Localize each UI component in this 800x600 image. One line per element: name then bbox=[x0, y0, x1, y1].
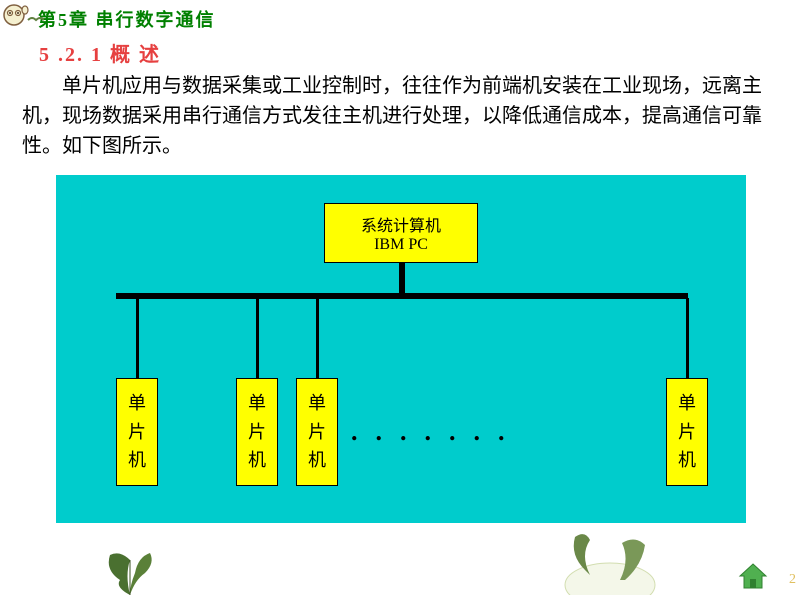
cartoon-decoration bbox=[2, 2, 44, 32]
bus-horizontal bbox=[116, 293, 688, 299]
home-icon[interactable] bbox=[738, 562, 768, 590]
bus-drop-line bbox=[686, 298, 689, 378]
host-label-2: IBM PC bbox=[374, 236, 428, 254]
host-label-1: 系统计算机 bbox=[361, 212, 441, 236]
mcu-box: 单片机 bbox=[296, 378, 338, 486]
bus-drop-line bbox=[136, 298, 139, 378]
bus-drop-line bbox=[256, 298, 259, 378]
mcu-box: 单片机 bbox=[236, 378, 278, 486]
page-number: 2 bbox=[789, 572, 796, 588]
chapter-title: 第5章 串行数字通信 bbox=[38, 6, 800, 32]
leaf-decoration-right bbox=[550, 525, 670, 600]
ellipsis-dots: ....... bbox=[351, 417, 523, 447]
mcu-box: 单片机 bbox=[666, 378, 708, 486]
section-title: 5 .2. 1 概 述 bbox=[39, 38, 800, 67]
slide-header: 第5章 串行数字通信 5 .2. 1 概 述 bbox=[0, 0, 800, 67]
body-paragraph: 单片机应用与数据采集或工业控制时，往往作为前端机安装在工业现场，远离主机，现场数… bbox=[22, 71, 778, 161]
network-diagram: 系统计算机 IBM PC 单片机单片机单片机单片机 ....... bbox=[56, 175, 746, 523]
bus-drop-line bbox=[316, 298, 319, 378]
mcu-box: 单片机 bbox=[116, 378, 158, 486]
host-computer-box: 系统计算机 IBM PC bbox=[324, 203, 478, 263]
bus-vertical bbox=[399, 263, 405, 295]
leaf-decoration-left bbox=[100, 545, 180, 600]
